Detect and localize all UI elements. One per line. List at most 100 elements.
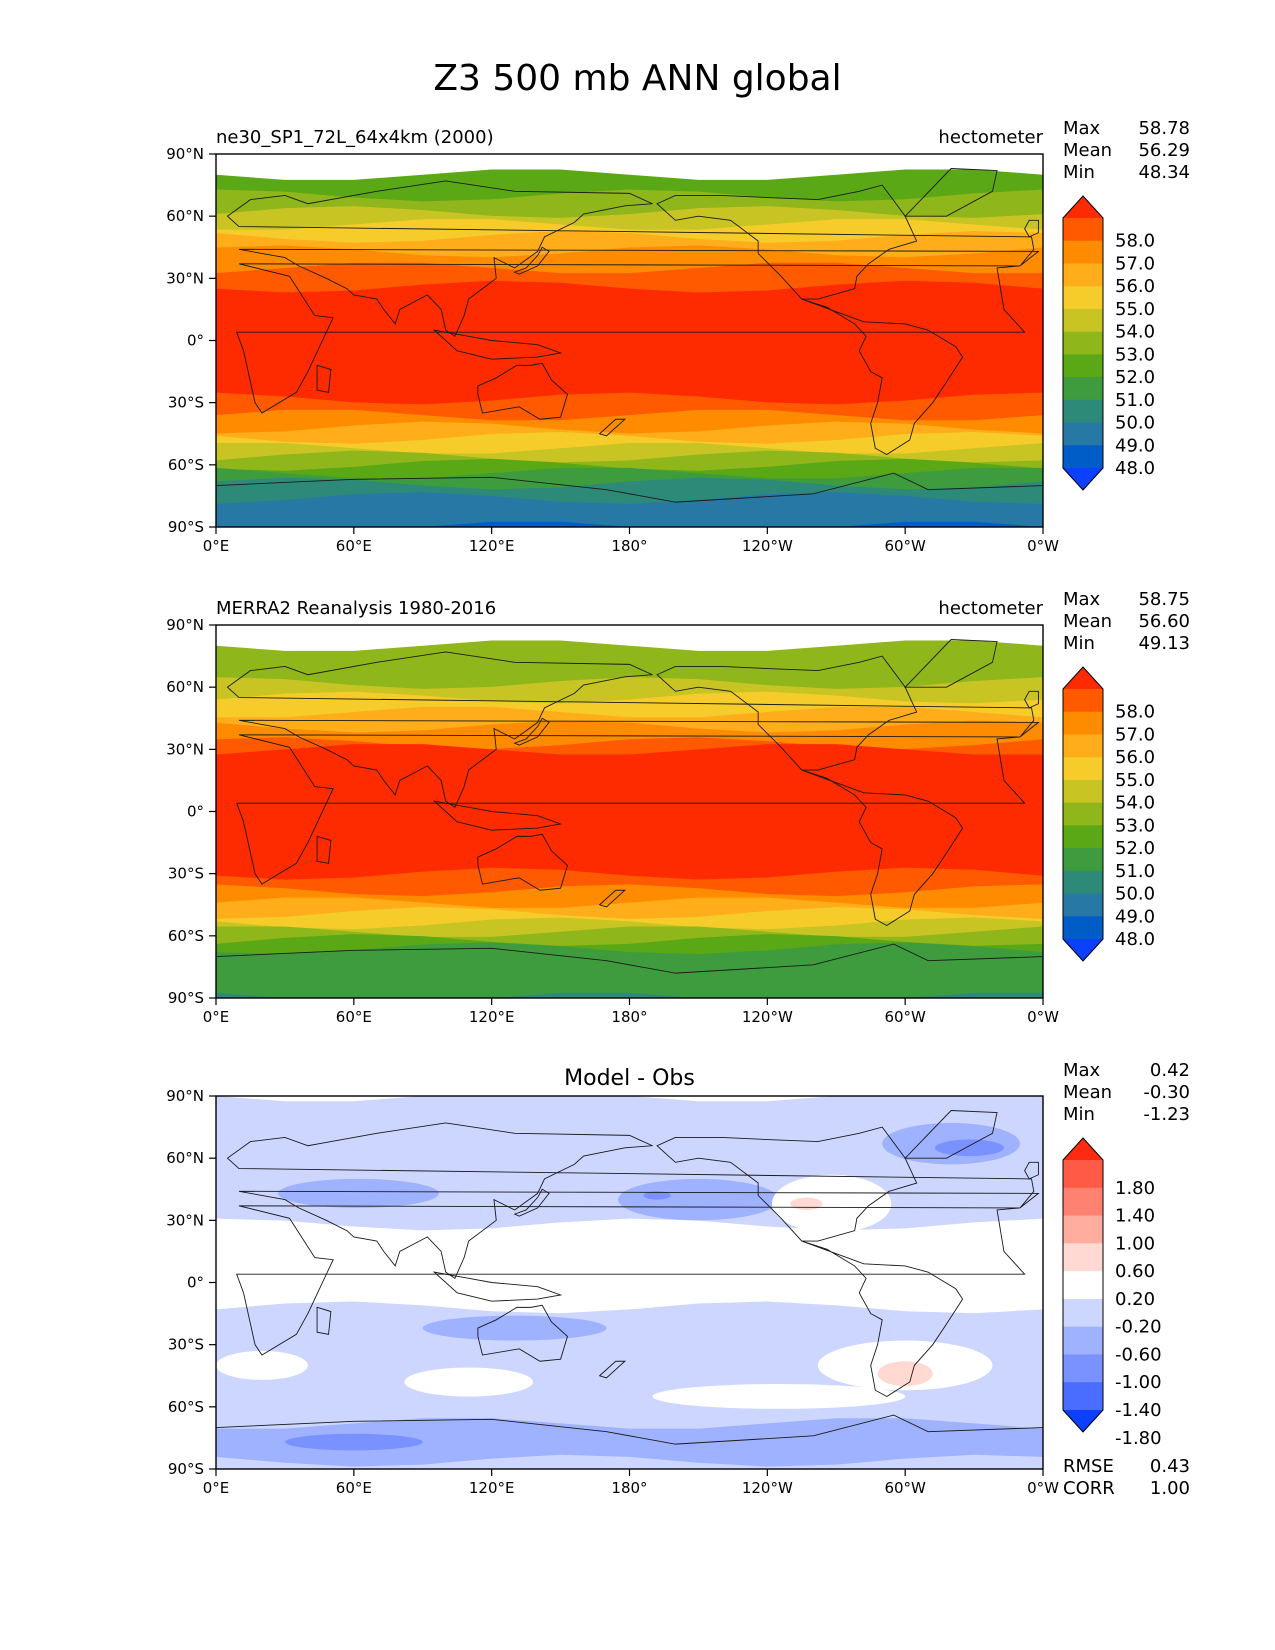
- y-tick-label: 30°S: [168, 394, 204, 412]
- colorbar-segment: [1063, 893, 1103, 917]
- y-tick-label: 30°N: [166, 740, 204, 758]
- colorbar: 1.80 1.40 1.00 0.60 0.20 -0.20 -0.60 -1.00 -1.40…: [1062, 1137, 1162, 1449]
- x-tick-label: 180°: [611, 1008, 647, 1026]
- y-tick-label: 60°N: [166, 678, 204, 696]
- contour-field: [216, 639, 1043, 998]
- panel-units: hectometer: [938, 598, 1043, 619]
- coastline: [904, 168, 998, 217]
- contour-patch: [284, 1433, 423, 1451]
- coastline: [1024, 1161, 1039, 1180]
- coastline: [236, 734, 1026, 885]
- contour-band: [216, 492, 1043, 527]
- contour-patch: [618, 1178, 779, 1221]
- panel-title-center: Model - Obs: [564, 1066, 695, 1091]
- colorbar-segment: [1063, 240, 1103, 264]
- colorbar-segment: [1063, 1298, 1103, 1328]
- coastline: [598, 889, 627, 908]
- y-tick-label: 90°N: [166, 145, 204, 163]
- coastline: [598, 418, 627, 437]
- colorbar-label: 0.60: [1115, 1261, 1155, 1282]
- colorbar-segment: [1063, 689, 1103, 713]
- colorbar-label: 52.0: [1115, 367, 1155, 388]
- colorbar-label: -1.40: [1115, 1400, 1162, 1421]
- map-panel-2: 90°N 60°N 30°N 0° 30°S 60°S 90°S0°E 60°E 120°E 18…: [166, 589, 1190, 1026]
- x-tick-label: 120°E: [469, 1479, 515, 1497]
- coastline: [216, 472, 1043, 527]
- stat-label: Min: [1063, 1104, 1095, 1125]
- coastline: [432, 329, 563, 360]
- map-panel-1: 90°N 60°N 30°N 0° 30°S 60°S 90°S0°E 60°E 120°E 18…: [166, 118, 1190, 555]
- stat-label: Min: [1063, 633, 1095, 654]
- x-tick-label: 0°W: [1027, 1479, 1059, 1497]
- stat-value: 0.43: [1150, 1456, 1190, 1477]
- colorbar-segment: [1063, 354, 1103, 378]
- stat-value: 56.29: [1138, 140, 1190, 161]
- x-tick-label: 120°W: [742, 1008, 793, 1026]
- y-tick-label: 0°: [187, 332, 204, 350]
- coastline: [513, 717, 550, 746]
- map-panel-3: 90°N 60°N 30°N 0° 30°S 60°S 90°S0°E 60°E 120°E 18…: [166, 1060, 1190, 1499]
- colorbar-label: 55.0: [1115, 770, 1155, 791]
- contour-patch: [278, 1178, 439, 1208]
- contour-patch: [422, 1315, 607, 1341]
- coastline: [236, 1205, 1026, 1356]
- colorbar-label: 50.0: [1115, 413, 1155, 434]
- x-tick-label: 60°E: [336, 1008, 372, 1026]
- coastline: [904, 1110, 998, 1159]
- stat-label: Max: [1063, 589, 1101, 610]
- panel-title-left: ne30_SP1_72L_64x4km (2000): [216, 127, 494, 148]
- coastline: [316, 835, 332, 864]
- colorbar-segment: [1063, 445, 1103, 469]
- stat-value: 0.42: [1150, 1060, 1190, 1081]
- y-tick-label: 30°N: [166, 1211, 204, 1229]
- coastline: [1024, 219, 1039, 238]
- colorbar-label: 56.0: [1115, 747, 1155, 768]
- coastline: [226, 1122, 1040, 1280]
- colorbar-label: 1.40: [1115, 1206, 1155, 1227]
- y-tick-label: 30°N: [166, 269, 204, 287]
- colorbar-label: 55.0: [1115, 299, 1155, 320]
- colorbar-label: -0.60: [1115, 1344, 1162, 1365]
- colorbar-label: 54.0: [1115, 322, 1155, 343]
- contour-patch: [877, 1361, 933, 1387]
- coastline: [477, 833, 568, 891]
- x-tick-label: 0°E: [203, 1479, 230, 1497]
- x-tick-label: 120°E: [469, 537, 515, 555]
- contour-patch: [643, 1191, 671, 1200]
- coastline: [432, 1271, 563, 1302]
- colorbar: 58.057.056.055.054.053.052.051.050.049.0…: [1062, 666, 1155, 962]
- y-tick-label: 30°S: [168, 865, 204, 883]
- stat-label: CORR: [1063, 1478, 1115, 1499]
- y-tick-label: 30°S: [168, 1336, 204, 1354]
- colorbar-extend-bottom: [1063, 1410, 1103, 1432]
- colorbar-label: -1.80: [1115, 1428, 1162, 1449]
- colorbar-label: 48.0: [1115, 458, 1155, 479]
- stat-value: 56.60: [1138, 611, 1190, 632]
- colorbar: 58.057.056.055.054.053.052.051.050.049.0…: [1062, 195, 1155, 491]
- x-tick-label: 180°: [611, 1479, 647, 1497]
- y-tick-label: 60°S: [168, 927, 204, 945]
- contour-patch: [771, 1174, 892, 1233]
- x-tick-label: 0°W: [1027, 1008, 1059, 1026]
- contour-patch: [404, 1367, 534, 1397]
- contour-field: [216, 1096, 1043, 1469]
- colorbar-label: 1.80: [1115, 1178, 1155, 1199]
- x-tick-label: 60°W: [884, 1008, 926, 1026]
- contour-band: [216, 942, 1043, 998]
- colorbar-segment: [1063, 1187, 1103, 1217]
- x-tick-label: 60°W: [884, 1479, 926, 1497]
- stat-label: Max: [1063, 1060, 1101, 1081]
- colorbar-outline: [1062, 195, 1104, 491]
- panel-units: hectometer: [938, 127, 1043, 148]
- colorbar-outline: [1062, 666, 1104, 962]
- x-tick-label: 0°W: [1027, 537, 1059, 555]
- colorbar-extend-top: [1063, 196, 1103, 218]
- contour-band: [216, 1418, 1043, 1469]
- y-tick-label: 90°S: [168, 1460, 204, 1478]
- colorbar-label: 51.0: [1115, 861, 1155, 882]
- colorbar-segment: [1063, 1243, 1103, 1272]
- colorbar-label: 58.0: [1115, 702, 1155, 723]
- y-tick-label: 90°S: [168, 989, 204, 1007]
- stat-label: Mean: [1063, 611, 1112, 632]
